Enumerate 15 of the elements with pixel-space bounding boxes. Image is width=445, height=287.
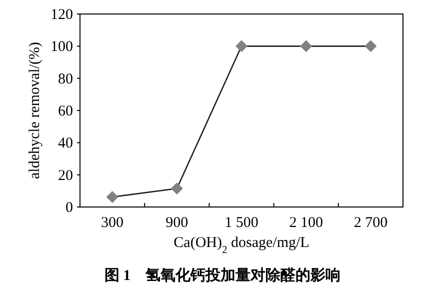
x-axis-title: Ca(OH)$_{2}$ dosage/mg/L — [174, 235, 310, 256]
y-tick-label: 0 — [66, 200, 73, 216]
y-tick-label: 20 — [58, 168, 73, 184]
text: 图 1 氢氧化钙投加量对除醛的影响 — [104, 267, 341, 284]
x-tick-label: 900 — [166, 215, 188, 231]
x-tick-label: 1 500 — [224, 215, 258, 231]
y-axis-title: aldehycle removal/(%) — [27, 42, 43, 180]
x-tick-label: 300 — [101, 215, 124, 231]
y-tick-label: 40 — [58, 136, 73, 152]
y-tick-label: 80 — [58, 71, 73, 88]
y-tick-label: 120 — [50, 7, 73, 23]
x-tick-label: 2 100 — [289, 215, 323, 231]
y-tick-label: 60 — [58, 104, 73, 120]
y-tick-label: 100 — [50, 39, 73, 56]
x-tick-label: 2 700 — [354, 215, 388, 231]
